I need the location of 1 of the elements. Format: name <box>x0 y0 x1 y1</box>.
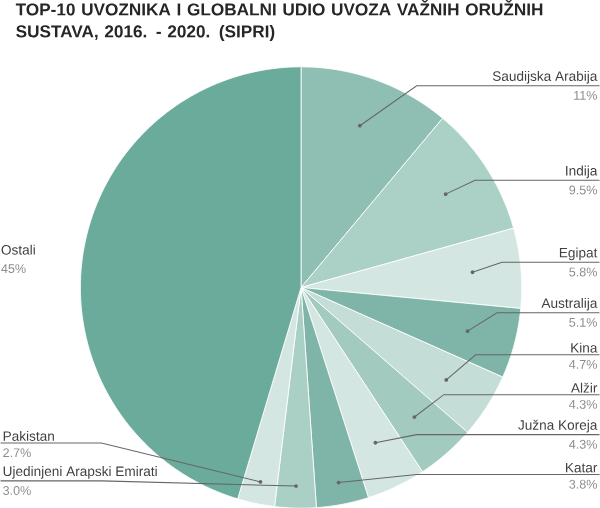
chart-title: TOP-10 UVOZNIKA I GLOBALNI UDIO UVOZA VAŽNIH ORUŽNIH SUSTAVA, 2016. - 2020. (SIPRI) <box>15 0 543 41</box>
